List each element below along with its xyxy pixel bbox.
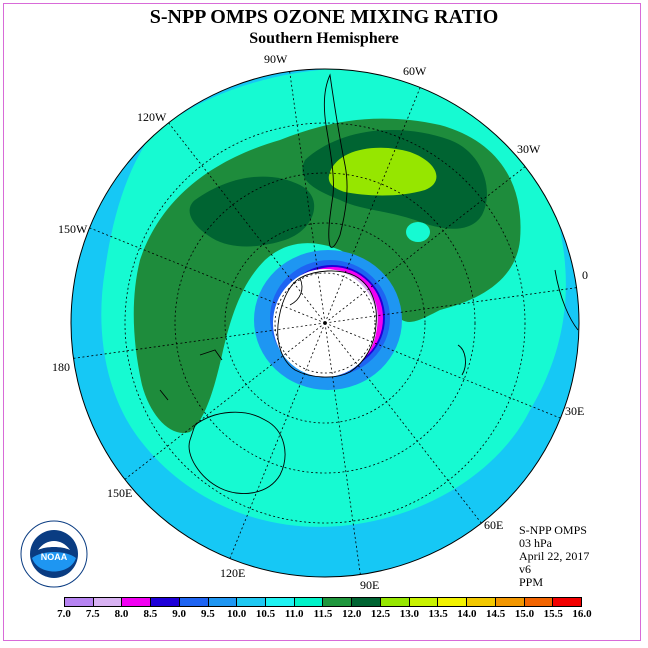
colorbar-tick-label: 14.0 — [457, 608, 477, 620]
meridian-line — [324, 166, 526, 324]
lon-label-30w: 30W — [517, 142, 541, 156]
colorbar-segment — [151, 598, 180, 606]
lon-label-0: 0 — [582, 268, 588, 282]
colorbar-segment — [179, 598, 209, 606]
meridian-line — [324, 322, 361, 575]
meridian-line — [124, 322, 326, 480]
field-aqua-island — [406, 222, 430, 242]
info-units: PPM — [519, 575, 544, 589]
lon-label-90e: 90E — [360, 578, 380, 592]
map-subtitle: Southern Hemisphere — [249, 30, 399, 47]
colorbar-tick-label: 13.5 — [428, 608, 448, 620]
meridian-line — [324, 287, 577, 324]
colorbar-segment — [122, 598, 152, 606]
lon-label-30e: 30E — [565, 404, 585, 418]
colorbar-tick-label: 7.5 — [85, 608, 100, 620]
colorbar-tick-label: 8.0 — [114, 608, 129, 620]
figure-frame — [3, 3, 641, 641]
colorbar-tick-label: 10.5 — [255, 608, 276, 620]
info-instrument: S-NPP OMPS — [519, 523, 587, 537]
info-level: 03 hPa — [519, 536, 552, 550]
map-title: S-NPP OMPS OZONE MIXING RATIO — [149, 6, 499, 28]
coastlines — [159, 73, 579, 494]
lon-label-120e: 120E — [220, 566, 246, 580]
colorbar-segment — [208, 598, 238, 606]
info-block: S-NPP OMPS 03 hPa April 22, 2017 v6 PPM — [519, 524, 589, 589]
colorbar-tick-label: 11.0 — [284, 608, 304, 620]
colorbar-segment — [438, 598, 468, 606]
field-dark-green — [189, 176, 315, 247]
graticule — [73, 71, 577, 575]
colorbar-tick-label: 11.5 — [313, 608, 333, 620]
lon-label-150e: 150E — [107, 486, 133, 500]
colorbar-segment — [524, 598, 554, 606]
colorbar — [64, 597, 582, 607]
colorbar-segment — [553, 598, 581, 606]
noaa-logo: NOAA — [20, 520, 88, 588]
colorbar-tick-label: 12.0 — [342, 608, 362, 620]
info-version: v6 — [519, 562, 531, 576]
colorbar-segment — [323, 598, 353, 606]
meridian-line — [324, 87, 421, 324]
colorbar-tick-label: 8.5 — [143, 608, 158, 620]
meridian-line — [73, 322, 326, 359]
colorbar-segment — [93, 598, 123, 606]
colorbar-segment — [266, 598, 295, 606]
meridian-line — [168, 122, 326, 324]
colorbar-tick-label: 15.5 — [543, 608, 563, 620]
colorbar-segment — [467, 598, 496, 606]
colorbar-segment — [380, 598, 410, 606]
lon-label-60w: 60W — [403, 64, 427, 78]
field-lime-max — [328, 147, 437, 196]
meridian-line — [289, 71, 326, 324]
colorbar-segment — [65, 598, 94, 606]
colorbar-tick-label: 12.5 — [370, 608, 391, 620]
colorbar-tick-label: 10.0 — [227, 608, 247, 620]
lon-label-60e: 60E — [484, 518, 504, 532]
south-pole-marker — [323, 321, 327, 325]
colorbar-segment — [409, 598, 439, 606]
noaa-logo-text: NOAA — [41, 552, 68, 562]
lon-label-90w: 90W — [264, 52, 288, 66]
colorbar-segment — [294, 598, 324, 606]
meridian-line — [229, 322, 326, 559]
colorbar-tick-label: 16.0 — [572, 608, 592, 620]
meridian-line — [89, 227, 326, 324]
colorbar-tick-label: 9.0 — [172, 608, 186, 620]
colorbar-tick-label: 9.5 — [201, 608, 215, 620]
colorbar-tick-label: 13.0 — [399, 608, 419, 620]
colorbar-tick-label: 7.0 — [57, 608, 71, 620]
meridian-line — [324, 322, 482, 524]
colorbar-segment — [237, 598, 267, 606]
lon-label-150w: 150W — [58, 222, 88, 236]
map-boundary — [70, 68, 580, 578]
colorbar-tick-label: 15.0 — [514, 608, 535, 620]
lon-label-120w: 120W — [137, 110, 167, 124]
colorbar-ticks: 7.0 7.5 8.0 8.5 9.0 9.5 10.0 10.5 11.0 11.5 12.0 12… — [57, 608, 592, 622]
colorbar-segment — [352, 598, 381, 606]
info-date: April 22, 2017 — [519, 549, 590, 563]
meridian-line — [324, 322, 561, 419]
colorbar-tick-label: 14.5 — [486, 608, 506, 620]
colorbar-segment — [495, 598, 525, 606]
lon-label-180: 180 — [52, 360, 70, 374]
